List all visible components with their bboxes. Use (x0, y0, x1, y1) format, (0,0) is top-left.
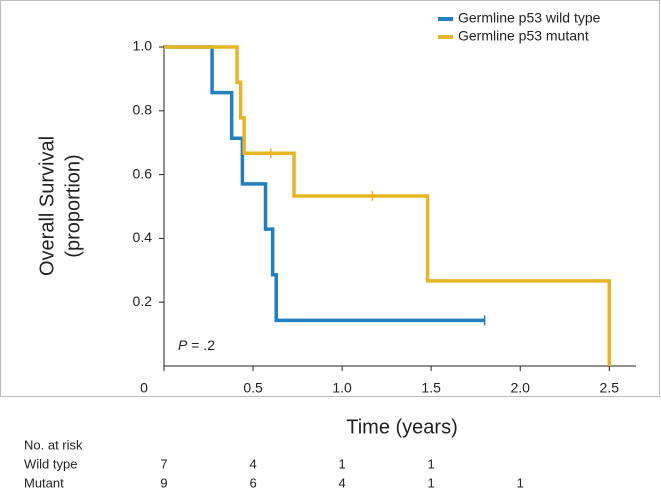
p-text: = .2 (187, 337, 215, 353)
x-tick-label: 0.5 (243, 380, 263, 396)
risk-count: 9 (160, 475, 167, 490)
risk-count: 4 (338, 475, 345, 490)
legend-label: Germline p53 wild type (458, 10, 601, 26)
y-axis-label: Overall Survival (36, 136, 58, 276)
y-tick-label: 0.2 (133, 293, 153, 309)
x-axis-label: Time (years) (346, 416, 457, 438)
risk-count: 4 (249, 456, 256, 471)
legend-label: Germline p53 mutant (458, 28, 589, 44)
p-value: P = .2 (178, 337, 215, 353)
x-tick-label: 0 (140, 380, 148, 396)
p-symbol: P (178, 337, 188, 353)
x-tick-label: 1.0 (332, 380, 352, 396)
x-tick-label: 2.0 (510, 380, 530, 396)
x-tick-label: 1.5 (421, 380, 441, 396)
risk-count: 1 (428, 475, 435, 490)
survival-curve (164, 45, 485, 323)
y-tick-label: 0.4 (133, 229, 153, 245)
y-tick-label: 0.8 (133, 102, 153, 118)
y-axis-label: (proportion) (62, 154, 84, 257)
risk-count: 1 (428, 456, 435, 471)
y-tick-label: 1.0 (133, 38, 153, 54)
risk-count: 1 (517, 475, 524, 490)
risk-count: 6 (249, 475, 256, 490)
risk-table-title: No. at risk (24, 437, 83, 452)
x-tick-label: 2.5 (600, 380, 620, 396)
risk-count: 1 (338, 456, 345, 471)
risk-row-label: Wild type (24, 456, 77, 471)
chart-frame (0, 0, 660, 397)
survival-curve (164, 45, 612, 366)
risk-count: 7 (160, 456, 167, 471)
risk-row-label: Mutant (24, 475, 64, 490)
y-tick-label: 0.6 (133, 165, 153, 181)
